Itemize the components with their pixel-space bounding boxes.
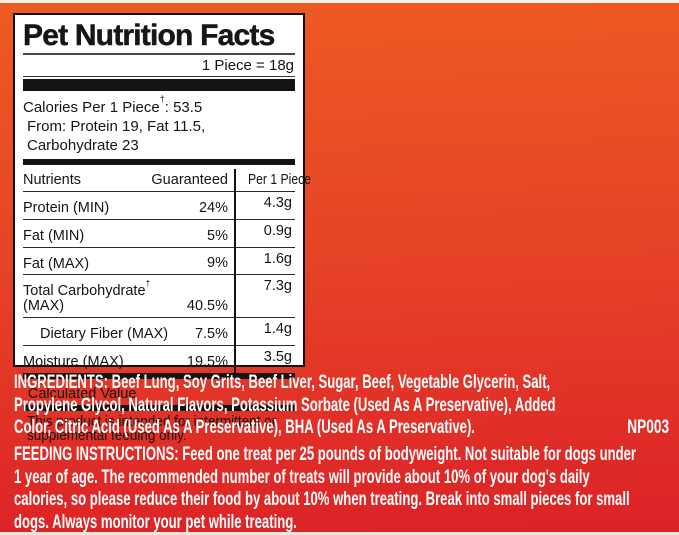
nutrients-table: Nutrients Guaranteed Per 1 Piece Protein…: [23, 169, 311, 373]
per-piece-value: 0.9g: [234, 219, 295, 248]
ingredients-line: INGREDIENTS: Beef Lung, Soy Grits, Beef …: [14, 372, 551, 393]
guaranteed-value: 5%: [207, 227, 228, 244]
pet-nutrition-facts-panel: Pet Nutrition Facts 1 Piece = 18g Calori…: [13, 13, 311, 443]
table-row: Dietary Fiber (MAX) 7.5% 1.4g: [23, 318, 295, 347]
thick-bar: [23, 372, 295, 379]
guaranteed-value: 7.5%: [194, 326, 228, 343]
col-header-guaranteed: Guaranteed: [151, 172, 228, 188]
table-row: Protein (MIN) 24% 4.3g: [23, 192, 295, 220]
table-row: Fat (MAX) 9% 1.6g: [23, 247, 295, 276]
thick-bar: [23, 404, 295, 411]
intermittent-feeding-statement: This product is intended for intermitten…: [27, 412, 277, 445]
col-header-per-piece: Per 1 Piece: [234, 169, 311, 192]
calculated-value-footnote: †Calculated Value: [23, 380, 137, 402]
nutrient-name: Dietary Fiber (MAX): [40, 326, 169, 343]
feeding-line: FEEDING INSTRUCTIONS: Feed one treat per…: [14, 444, 637, 465]
nutrient-name: Total Carbohydrate† (MAX): [23, 277, 151, 315]
serving-divider: [23, 76, 295, 77]
bottom-edge-strip: [0, 532, 679, 535]
header-left-cell: Nutrients Guaranteed: [23, 169, 234, 192]
thick-bar: [23, 159, 295, 165]
thick-bar: [23, 79, 295, 91]
nutrient-name: Fat (MAX): [23, 255, 90, 272]
nutrient-name: Moisture (MAX): [23, 353, 124, 370]
nutrient-name: Fat (MIN): [23, 227, 85, 244]
product-code: NP003: [627, 417, 669, 438]
serving-size: 1 Piece = 18g: [201, 57, 294, 74]
guaranteed-value: 40.5%: [186, 298, 228, 315]
title-divider: [23, 53, 295, 55]
dagger-mark: †: [23, 380, 28, 391]
per-piece-value: 3.5g: [234, 346, 295, 373]
feeding-line: dogs. Always monitor your pet while trea…: [14, 511, 297, 533]
table-header-row: Nutrients Guaranteed Per 1 Piece: [23, 169, 311, 192]
table-row: Moisture (MAX) 19.5% 3.5g: [23, 346, 295, 373]
per-piece-value: 4.3g: [234, 192, 295, 220]
nutrient-name: Protein (MIN): [23, 199, 110, 216]
dagger-mark: †: [159, 93, 165, 104]
calories-value: : 53.5: [164, 99, 203, 116]
guaranteed-value: 19.5%: [186, 353, 228, 370]
calories-statement: Calories Per 1 Piece†: 53.5 From: Protei…: [23, 91, 295, 155]
feeding-line: 1 year of age. The recommended number of…: [14, 466, 590, 488]
per-piece-value: 1.6g: [234, 247, 295, 276]
feeding-line: calories, so please reduce their food by…: [14, 489, 630, 510]
per-piece-value: 1.4g: [234, 318, 295, 347]
ingredients-section: INGREDIENTS: Beef Lung, Soy Grits, Beef …: [14, 372, 669, 440]
guaranteed-value: 24%: [198, 199, 228, 216]
calories-label: Calories Per 1 Piece: [23, 99, 160, 116]
top-edge-strip: [0, 0, 679, 3]
guaranteed-value: 9%: [207, 255, 228, 272]
calories-per-piece: Calories Per 1 Piece†: 53.5: [23, 94, 295, 117]
ingredients-line: Color, Citric Acid (Used As A Preservati…: [14, 417, 669, 438]
table-row: Fat (MIN) 5% 0.9g: [23, 219, 295, 248]
ingredients-line: Propylene Glycol, Natural Flavors, Potas…: [14, 394, 556, 416]
panel-title: Pet Nutrition Facts: [23, 19, 276, 52]
per-piece-value: 7.3g: [234, 275, 295, 319]
col-header-nutrients: Nutrients: [23, 172, 82, 188]
calories-from: From: Protein 19, Fat 11.5, Carbohydrate…: [27, 118, 206, 154]
feeding-instructions-section: FEEDING INSTRUCTIONS: Feed one treat per…: [14, 444, 669, 534]
table-row: Total Carbohydrate† (MAX) 40.5% 7.3g: [23, 275, 295, 319]
